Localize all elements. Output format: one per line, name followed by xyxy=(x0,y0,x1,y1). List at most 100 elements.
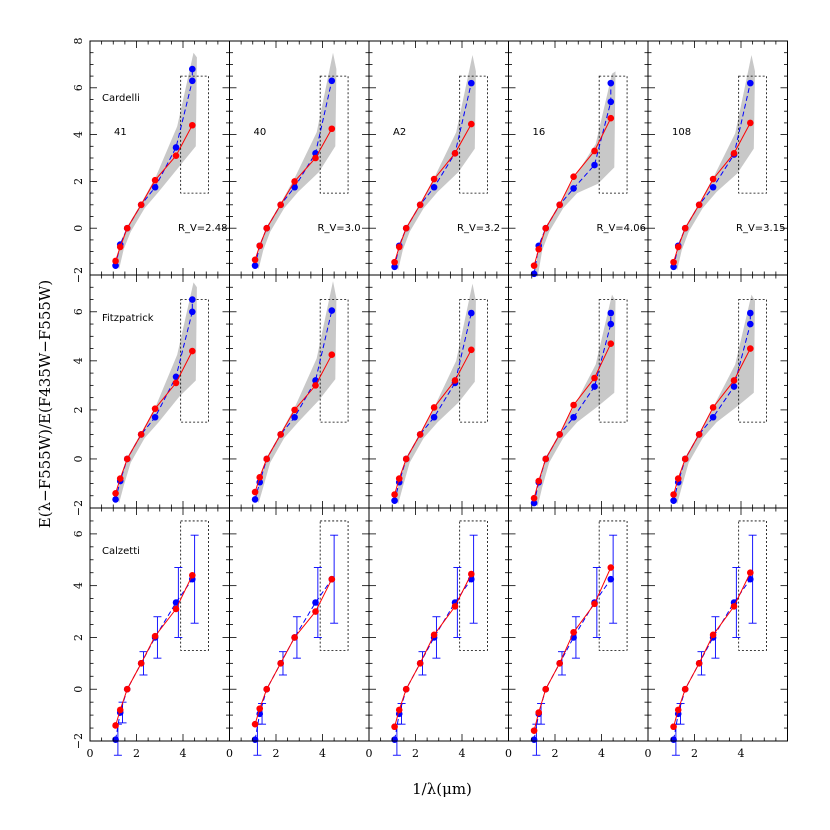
model-point xyxy=(291,413,298,421)
model-point xyxy=(468,79,475,87)
y-tick-label: 6 xyxy=(72,530,85,537)
observed-point xyxy=(189,572,196,579)
x-tick-label: 2 xyxy=(552,747,559,760)
model-point xyxy=(430,413,438,421)
x-tick-label: 2 xyxy=(412,747,419,760)
y-tick-label: 2 xyxy=(72,178,85,185)
y-tick-label: 4 xyxy=(72,357,85,364)
x-tick-label: 4 xyxy=(180,747,187,760)
observed-point xyxy=(747,569,754,577)
panel-grid: 41R_V=2.48Cardelli−20246840R_V=3.0A2R_V=… xyxy=(72,38,788,760)
model-point xyxy=(430,183,438,191)
observed-point xyxy=(256,705,264,712)
observed-point xyxy=(391,491,398,498)
model-point xyxy=(251,496,259,503)
observed-point xyxy=(591,600,598,608)
uncertainty-band xyxy=(395,55,476,271)
observed-point xyxy=(395,243,403,251)
model-point xyxy=(312,599,319,606)
observed-point xyxy=(681,224,689,232)
observed-point xyxy=(530,727,538,734)
model-point xyxy=(709,183,717,191)
model-point xyxy=(607,320,615,328)
observed-point xyxy=(670,258,677,266)
observed-point xyxy=(416,201,424,209)
observed-point xyxy=(570,401,577,409)
model-point xyxy=(391,497,398,504)
x-tick-label: 2 xyxy=(273,747,280,760)
observed-point xyxy=(391,723,398,731)
observed-point xyxy=(591,374,598,382)
observed-point xyxy=(709,404,717,411)
model-point xyxy=(670,497,677,504)
uv-region-box xyxy=(319,299,349,423)
uv-region-box xyxy=(319,520,349,651)
observed-point xyxy=(189,121,196,129)
row-label: Calzetti xyxy=(102,546,140,557)
model-point xyxy=(747,309,754,317)
column-label: 16 xyxy=(533,127,546,138)
x-axis-label: 1/λ(μm) xyxy=(412,780,472,798)
model-point xyxy=(607,309,615,317)
observed-point xyxy=(395,475,403,482)
rv-label: R_V=3.2 xyxy=(457,223,500,234)
x-tick-label: 4 xyxy=(459,747,466,760)
rv-label: R_V=3.15 xyxy=(736,223,785,234)
observed-point xyxy=(747,119,754,127)
x-tick-label: 0 xyxy=(226,747,233,760)
model-point xyxy=(709,413,717,421)
observed-point xyxy=(251,720,259,728)
y-tick-label: 0 xyxy=(72,686,85,693)
y-tick-label: 2 xyxy=(72,634,85,641)
panel-fitzpatrick-16 xyxy=(508,274,649,509)
uv-region-box xyxy=(459,299,488,423)
observed-point xyxy=(123,224,131,232)
observed-line xyxy=(254,578,333,725)
observed-point xyxy=(430,404,438,411)
observed-point xyxy=(277,201,284,209)
panel-calzetti-40: 0 2 4 xyxy=(226,507,370,760)
observed-point xyxy=(172,605,180,613)
observed-point xyxy=(468,570,475,578)
observed-point xyxy=(542,455,549,463)
observed-point xyxy=(681,455,689,463)
uv-region-box xyxy=(319,75,349,194)
panel-cardelli-a2: A2 R_V=3.2 xyxy=(368,40,509,276)
observed-point xyxy=(395,706,403,714)
observed-point xyxy=(607,340,615,347)
uv-region-box xyxy=(598,75,628,194)
model-point xyxy=(730,383,738,390)
observed-point xyxy=(123,455,131,463)
model-point xyxy=(607,98,615,106)
model-point xyxy=(468,309,475,317)
rv-label: R_V=4.06 xyxy=(597,223,646,234)
observed-point xyxy=(556,201,563,209)
observed-point xyxy=(312,154,319,162)
observed-point xyxy=(263,455,271,463)
model-point xyxy=(189,77,196,85)
observed-point xyxy=(402,224,410,232)
observed-point xyxy=(556,660,563,667)
uncertainty-band xyxy=(674,55,755,271)
observed-point xyxy=(430,175,438,183)
y-tick-label: 0 xyxy=(72,225,85,232)
y-tick-label: 8 xyxy=(72,38,85,45)
uv-region-box xyxy=(738,75,767,194)
model-point xyxy=(172,599,180,606)
model-point xyxy=(112,496,119,503)
model-point xyxy=(747,79,754,87)
observed-point xyxy=(674,475,682,482)
panel-cardelli-41: 41 R_V=2.48 Cardelli −2 0 2 4 6 8 xyxy=(72,38,230,283)
observed-point xyxy=(172,152,180,159)
observed-point xyxy=(709,175,717,183)
y-tick-label: −2 xyxy=(72,500,85,516)
observed-point xyxy=(291,178,298,185)
observed-point xyxy=(451,150,459,157)
observed-point xyxy=(256,242,264,250)
observed-point xyxy=(535,245,543,253)
x-tick-label: 4 xyxy=(319,747,326,760)
observed-point xyxy=(151,176,159,184)
model-point xyxy=(391,263,398,271)
y-axis-label: E(λ−F555W)/E(F435W−F555W) xyxy=(36,280,54,528)
observed-point xyxy=(328,125,336,133)
